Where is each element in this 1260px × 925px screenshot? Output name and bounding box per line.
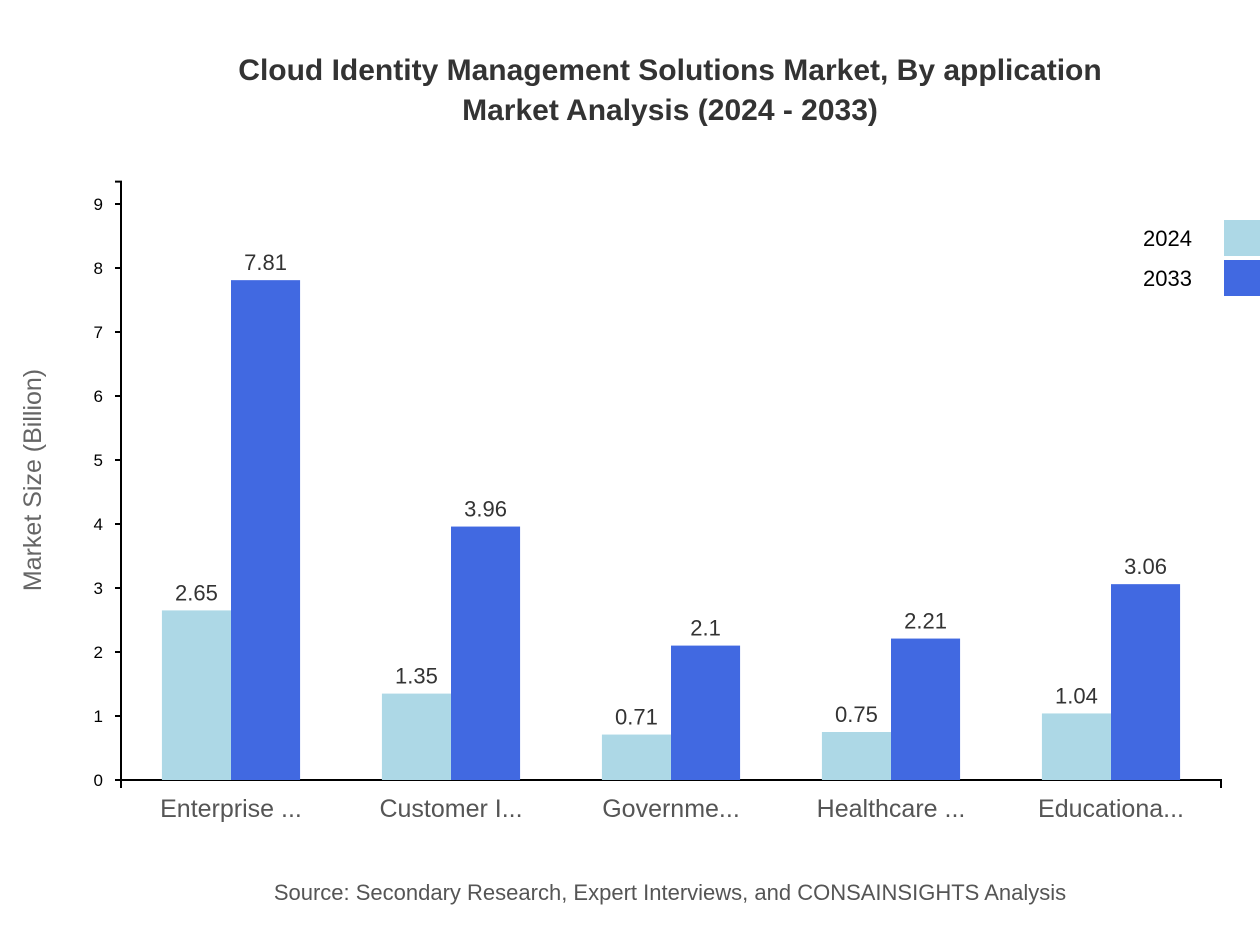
y-tick-label: 0	[94, 771, 103, 790]
chart-title-line-1: Cloud Identity Management Solutions Mark…	[238, 54, 1101, 87]
data-label: 3.06	[1124, 554, 1167, 579]
y-axis-label: Market Size (Billion)	[19, 369, 47, 591]
x-tick-label: Healthcare ...	[817, 795, 966, 823]
bar-2033	[451, 526, 521, 780]
bar-2024	[161, 610, 231, 780]
legend-label: 2033	[1143, 266, 1192, 291]
data-label: 1.35	[395, 664, 438, 689]
chart-title-line-2: Market Analysis (2024 - 2033)	[462, 94, 878, 127]
x-tick-label: Enterprise ...	[160, 795, 302, 823]
x-tick-label: Customer I...	[379, 795, 522, 823]
y-tick-label: 3	[94, 579, 103, 598]
y-tick-label: 1	[94, 707, 103, 726]
y-tick-label: 7	[94, 323, 103, 342]
data-label: 2.21	[904, 609, 947, 634]
y-tick-label: 8	[94, 259, 103, 278]
x-tick-label: Governme...	[602, 795, 740, 823]
legend-label: 2024	[1143, 226, 1192, 251]
y-tick-label: 2	[94, 643, 103, 662]
bar-2024	[1041, 713, 1111, 780]
bar-2033	[1111, 584, 1181, 780]
y-tick-label: 5	[94, 451, 103, 470]
data-label: 7.81	[244, 250, 287, 275]
y-tick-label: 9	[94, 195, 103, 214]
data-label: 2.65	[175, 580, 218, 605]
data-label: 3.96	[464, 497, 507, 522]
bar-2033	[231, 280, 301, 780]
source-note: Source: Secondary Research, Expert Inter…	[274, 880, 1066, 905]
bar-2033	[891, 638, 961, 780]
bar-2024	[821, 732, 891, 780]
data-label: 2.1	[690, 616, 721, 641]
bar-2033	[671, 645, 741, 780]
data-label: 1.04	[1055, 683, 1098, 708]
y-tick-label: 4	[94, 515, 103, 534]
x-tick-label: Educationa...	[1038, 795, 1184, 823]
bar-2024	[601, 734, 671, 780]
legend-swatch-2033	[1224, 260, 1260, 296]
y-tick-label: 6	[94, 387, 103, 406]
legend-swatch-2024	[1224, 220, 1260, 256]
data-label: 0.71	[615, 705, 658, 730]
x-axis-line	[120, 779, 1222, 788]
data-label: 0.75	[835, 702, 878, 727]
bar-2024	[381, 693, 451, 780]
y-axis-line	[115, 180, 122, 781]
